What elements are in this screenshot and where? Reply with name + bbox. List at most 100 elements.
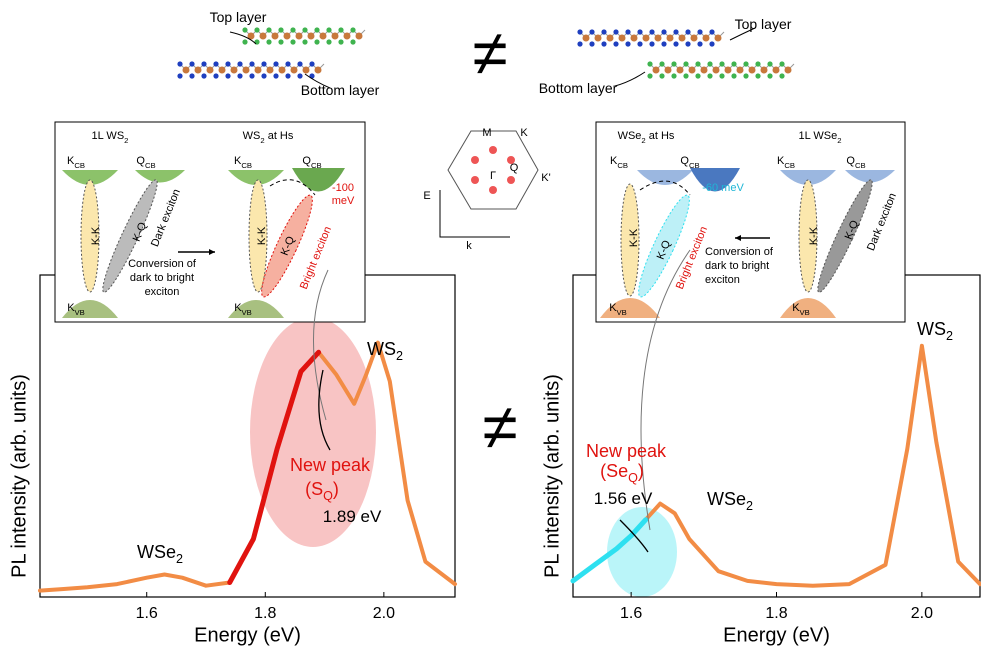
diagram-label: -60 meV — [702, 182, 744, 194]
atom — [749, 67, 756, 74]
atom — [677, 67, 684, 74]
atom — [291, 67, 298, 74]
atom — [243, 67, 250, 74]
label-text: K-K — [90, 226, 102, 245]
annotation: New peak — [290, 455, 371, 475]
atom — [326, 39, 331, 44]
atom — [589, 41, 594, 46]
atom — [290, 27, 295, 32]
atom — [308, 33, 315, 40]
diagram-label: M — [482, 127, 491, 139]
label-text: k — [466, 240, 472, 252]
label-subscript: CB — [617, 161, 628, 170]
atom — [219, 67, 226, 74]
atom — [625, 29, 630, 34]
atom — [731, 61, 736, 66]
atom — [701, 67, 708, 74]
x-axis-label: Energy (eV) — [723, 624, 830, 646]
label-text: New peak — [586, 441, 667, 461]
atom — [719, 61, 724, 66]
label-subscript: 2 — [946, 329, 953, 343]
atom — [655, 35, 662, 42]
atom — [278, 27, 283, 32]
atom — [577, 41, 582, 46]
label-text: Γ — [490, 170, 496, 182]
diagram-label: E — [423, 190, 430, 202]
atom — [659, 61, 664, 66]
atom — [350, 39, 355, 44]
atom — [679, 35, 686, 42]
y-axis-label: PL intensity (arb. units) — [541, 374, 563, 578]
x-tick-label: 1.8 — [765, 605, 787, 622]
label-text: E — [423, 190, 430, 202]
atom — [266, 27, 271, 32]
label-text: Bottom layer — [301, 82, 380, 98]
atom — [613, 41, 618, 46]
atom — [665, 67, 672, 74]
label-text: WSe — [707, 489, 746, 509]
diagram-label: K-K — [628, 228, 640, 247]
label-subscript: CB — [784, 161, 795, 170]
label-text: Top layer — [210, 9, 267, 25]
atom — [697, 29, 702, 34]
atom — [643, 35, 650, 42]
label-text: ≠ — [482, 391, 517, 463]
atom — [601, 41, 606, 46]
atom — [713, 67, 720, 74]
diagram-label: dark to bright — [130, 272, 194, 284]
label-subscript: CB — [689, 161, 700, 170]
label-subscript: CB — [855, 161, 866, 170]
atom — [647, 61, 652, 66]
label-subscript: 2 — [396, 349, 403, 363]
label-subscript: CB — [74, 161, 85, 170]
label-subscript: VB — [242, 308, 252, 317]
atom — [649, 41, 654, 46]
label-text: K — [520, 127, 528, 139]
atom — [589, 29, 594, 34]
atom — [743, 73, 748, 78]
atom — [667, 35, 674, 42]
atom — [601, 29, 606, 34]
annotation: WS2 — [917, 319, 953, 344]
diagram-label: Q — [510, 162, 519, 174]
label-subscript: 2 — [124, 136, 128, 145]
atom — [213, 73, 218, 78]
label-text: K-K — [256, 226, 268, 245]
label-text: meV — [332, 195, 355, 207]
atom — [338, 39, 343, 44]
atom — [284, 33, 291, 40]
atom — [260, 33, 267, 40]
diagram-label: K-K — [256, 226, 268, 245]
label-subscript: CB — [311, 161, 322, 170]
x-tick-label: 2.0 — [373, 605, 395, 622]
atom — [689, 67, 696, 74]
atom — [302, 27, 307, 32]
diagram-label: k — [466, 240, 472, 252]
label-tail: at Hs — [646, 130, 675, 142]
atom — [213, 61, 218, 66]
x-tick-label: 1.8 — [254, 605, 276, 622]
label-subscript: CB — [241, 161, 252, 170]
atom — [177, 61, 182, 66]
atom — [314, 39, 319, 44]
atom — [673, 41, 678, 46]
atom — [761, 67, 768, 74]
annotation: New peak — [586, 441, 667, 461]
atom — [231, 67, 238, 74]
label-text: dark to bright — [130, 272, 194, 284]
decorations — [55, 27, 905, 552]
atom — [183, 67, 190, 74]
atom — [266, 39, 271, 44]
label-text: WS — [243, 130, 261, 142]
label-text: (Se — [600, 461, 628, 481]
atom — [647, 73, 652, 78]
diagram-label: Bottom layer — [301, 82, 380, 98]
atom — [297, 61, 302, 66]
atom — [237, 73, 242, 78]
label-text: 1.89 eV — [323, 507, 382, 526]
label-text: WSe — [618, 130, 642, 142]
atom — [285, 73, 290, 78]
label-text: K-K — [808, 226, 820, 245]
label-subscript: CB — [145, 161, 156, 170]
label-text: -100 — [332, 182, 354, 194]
